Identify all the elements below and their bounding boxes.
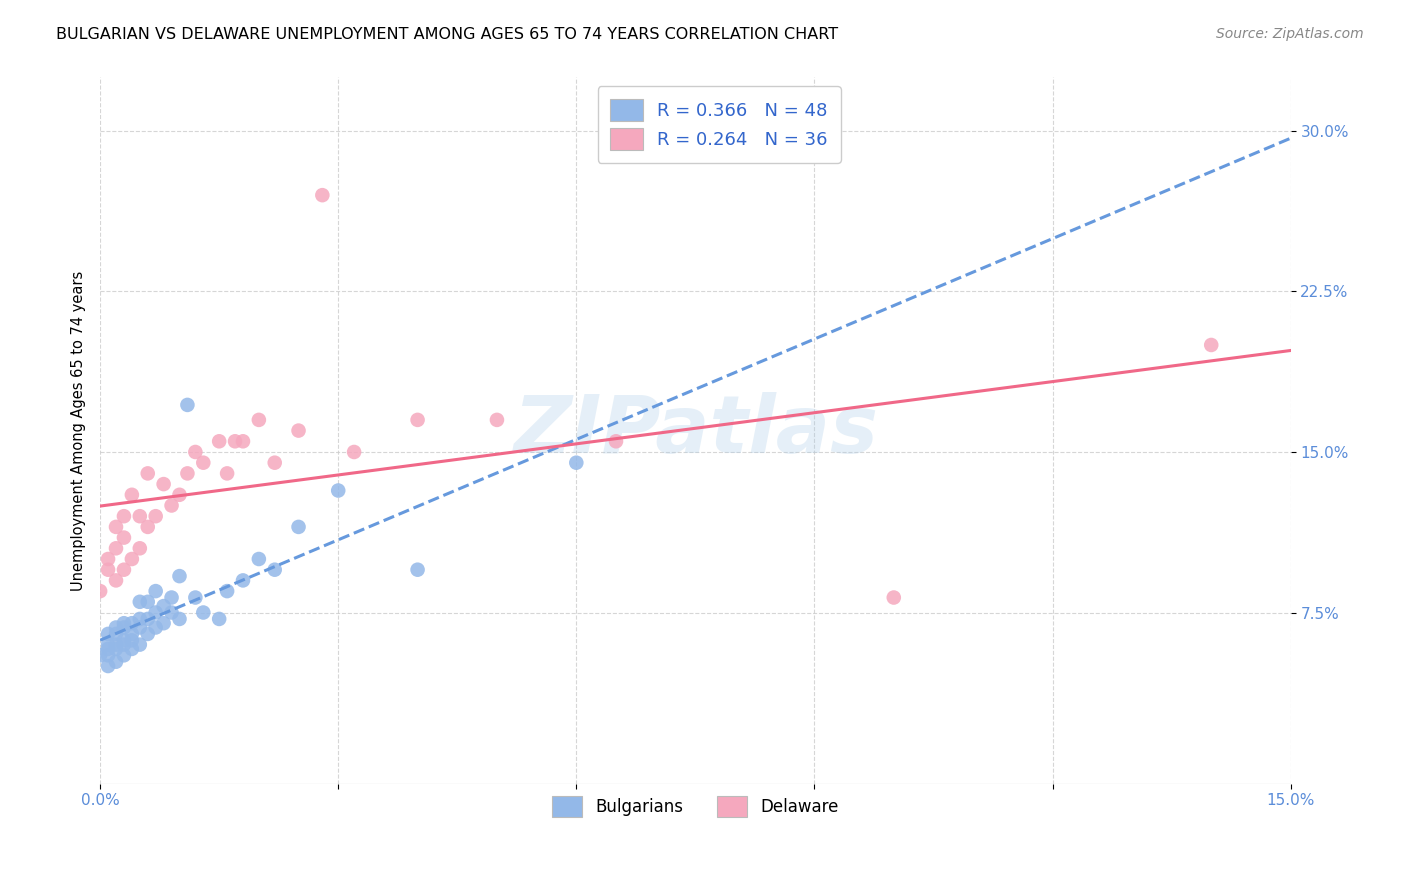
Point — [208, 434, 231, 449]
Point — [97, 627, 120, 641]
Point — [406, 563, 429, 577]
Point — [287, 520, 309, 534]
Point — [145, 509, 167, 524]
Point — [406, 413, 429, 427]
Point — [112, 531, 135, 545]
Point — [152, 616, 174, 631]
Point — [105, 520, 128, 534]
Point — [105, 541, 128, 556]
Point — [176, 398, 198, 412]
Point — [152, 477, 174, 491]
Point — [136, 520, 159, 534]
Point — [97, 563, 120, 577]
Point — [136, 467, 159, 481]
Point — [247, 552, 270, 566]
Point — [89, 584, 111, 599]
Point — [184, 591, 207, 605]
Point — [121, 488, 143, 502]
Point — [169, 612, 191, 626]
Point — [217, 584, 239, 599]
Point — [121, 633, 143, 648]
Point — [169, 488, 191, 502]
Point — [128, 620, 150, 634]
Point — [105, 638, 128, 652]
Point — [605, 434, 627, 449]
Point — [121, 552, 143, 566]
Point — [217, 467, 239, 481]
Point — [883, 591, 905, 605]
Point — [232, 434, 254, 449]
Point — [193, 456, 215, 470]
Point — [112, 616, 135, 631]
Point — [112, 648, 135, 663]
Point — [136, 627, 159, 641]
Point — [105, 574, 128, 588]
Point — [112, 620, 135, 634]
Point — [328, 483, 350, 498]
Point — [169, 569, 191, 583]
Point — [160, 499, 183, 513]
Y-axis label: Unemployment Among Ages 65 to 74 years: Unemployment Among Ages 65 to 74 years — [72, 270, 86, 591]
Point — [105, 627, 128, 641]
Legend: Bulgarians, Delaware: Bulgarians, Delaware — [544, 788, 846, 825]
Point — [1199, 338, 1222, 352]
Point — [160, 606, 183, 620]
Text: Source: ZipAtlas.com: Source: ZipAtlas.com — [1216, 27, 1364, 41]
Point — [105, 620, 128, 634]
Point — [121, 627, 143, 641]
Text: ZIPatlas: ZIPatlas — [513, 392, 877, 469]
Point — [97, 552, 120, 566]
Point — [224, 434, 246, 449]
Point — [232, 574, 254, 588]
Point — [121, 641, 143, 656]
Point — [97, 659, 120, 673]
Point — [97, 641, 120, 656]
Point — [311, 188, 333, 202]
Point — [152, 599, 174, 613]
Point — [121, 616, 143, 631]
Point — [105, 641, 128, 656]
Point — [287, 424, 309, 438]
Point — [184, 445, 207, 459]
Point — [128, 541, 150, 556]
Point — [97, 648, 120, 663]
Point — [112, 633, 135, 648]
Point — [263, 456, 285, 470]
Point — [145, 584, 167, 599]
Point — [128, 595, 150, 609]
Point — [89, 648, 111, 663]
Point — [128, 612, 150, 626]
Point — [565, 456, 588, 470]
Point — [263, 563, 285, 577]
Point — [128, 638, 150, 652]
Text: BULGARIAN VS DELAWARE UNEMPLOYMENT AMONG AGES 65 TO 74 YEARS CORRELATION CHART: BULGARIAN VS DELAWARE UNEMPLOYMENT AMONG… — [56, 27, 838, 42]
Point — [485, 413, 508, 427]
Point — [105, 655, 128, 669]
Point — [112, 509, 135, 524]
Point — [247, 413, 270, 427]
Point — [112, 563, 135, 577]
Point — [193, 606, 215, 620]
Point — [128, 509, 150, 524]
Point — [176, 467, 198, 481]
Point — [136, 595, 159, 609]
Point — [112, 638, 135, 652]
Point — [208, 612, 231, 626]
Point — [136, 612, 159, 626]
Point — [97, 638, 120, 652]
Point — [145, 620, 167, 634]
Point — [145, 606, 167, 620]
Point — [160, 591, 183, 605]
Point — [343, 445, 366, 459]
